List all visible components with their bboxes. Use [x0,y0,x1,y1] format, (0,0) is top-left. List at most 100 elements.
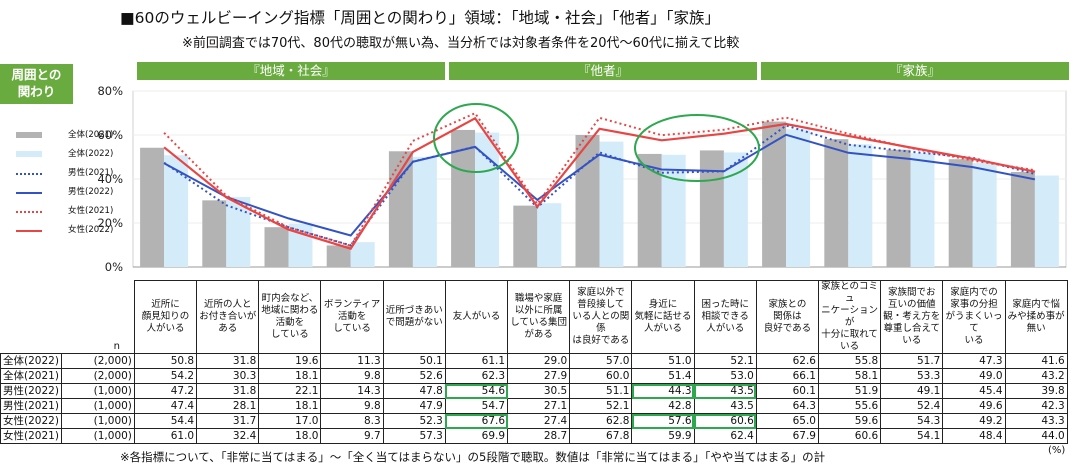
table-cell: 9.8 [320,368,384,384]
table-cell: 19.6 [258,353,322,369]
table-cell: 55.6 [817,398,882,414]
bar-all-2021 [1010,171,1035,267]
bar-all-2021 [824,139,849,267]
table-cell: 29.0 [507,353,571,369]
table-cell: 30.3 [196,368,260,384]
table-cell: 53.0 [693,368,757,384]
table-cell: 9.8 [320,398,384,414]
legend-item: 全体(2022) [8,145,123,164]
legend-label: 全体(2021) [68,130,114,140]
column-header: 家族とのコミュ ニケーションが 十分に取れて いる [817,280,882,354]
bar-all-2022 [350,242,375,267]
table-cell: 31.7 [196,413,260,429]
bar-all-2021 [451,129,476,267]
table-cell: 9.7 [320,428,384,444]
table-cell: 14.3 [320,383,384,399]
table-cell: 45.4 [942,383,1006,399]
legend-item: 全体(2021) [8,126,123,145]
table-cell: 17.0 [258,413,322,429]
table-cell: 57.6 [631,413,695,429]
table-cell: 67.8 [569,428,633,444]
table-cell: 62.3 [444,368,509,384]
chart-legend: 全体(2021) 全体(2022) 男性(2021) 男性(2022) 女性(2021)… [8,126,123,240]
table-cell: 30.5 [507,383,571,399]
table-cell: 47.2 [133,383,198,399]
table-cell: 27.4 [507,413,571,429]
page-title: ■60のウェルビーイング指標「周囲との関わり」領域：「地域・社会」「他者」「家族… [120,9,720,27]
y-tick-label: 80% [97,84,123,98]
column-header: 家庭内での 家事の分担 がうまくいって いる [942,280,1006,354]
column-header: 職場や家庭 以外に所属 している集団 がある [507,280,571,354]
table-cell: 67.9 [755,428,819,444]
table-cell: 11.3 [320,353,384,369]
table-cell: 62.6 [755,353,819,369]
table-cell: 43.3 [1004,413,1068,429]
column-header: 家庭以外で 普段接して いる人との関係 は良好である [569,280,633,354]
bottom-note: ※各指標について、「非常に当てはまる」～「全く当てはまらない」の5段階で聴取。数… [120,450,826,464]
table-row: 全体(2022) (2,000) 50.8 31.8 19.6 11.3 50.1 61.1 2… [0,353,1068,369]
group-header-others: 『他者』 [449,62,757,80]
section-label: 周囲との 関わり [0,64,73,104]
legend-label: 全体(2022) [68,149,114,159]
data-table: n 近所に 顔見知りの 人がいる 近所の人と お付き合いが ある 町内会など、 地域に関わる 活動… [0,280,1068,444]
table-row: 全体(2021) (2,000) 54.2 30.3 18.1 9.8 52.6 62.3 27… [0,368,1068,384]
y-tick-label: 20% [97,216,123,230]
table-cell: 59.9 [631,428,695,444]
column-header: 家族間でお 互いの価値 観・考え方を 尊重し合えて いる [880,280,944,354]
table-cell: 18.1 [258,398,322,414]
row-n: (1,000) [60,383,135,399]
line-female-2022 [163,116,1036,250]
table-cell: 49.0 [942,368,1006,384]
bar-all-2022 [599,141,624,267]
column-header: 町内会など、 地域に関わる 活動を している [258,280,322,354]
group-header-community: 『地域・社会』 [137,62,445,80]
table-cell: 43.2 [1004,368,1068,384]
table-cell: 47.3 [942,353,1006,369]
legend-label: 男性(2022) [68,187,114,197]
table-cell: 27.9 [507,368,571,384]
table-cell: 47.8 [382,383,446,399]
legend-item: 女性(2022) [8,221,123,240]
bar-all-2022 [848,144,873,267]
bar-all-2021 [202,200,227,267]
table-cell: 22.1 [258,383,322,399]
bar-all-2022 [475,132,500,267]
row-n: (1,000) [60,428,135,444]
table-cell: 48.4 [942,428,1006,444]
bar-all-2021 [326,245,351,267]
row-n: (1,000) [60,413,135,429]
bar-all-2021 [699,150,724,267]
top-note: ※前回調査では70代、80代の聴取が無い為、当分析では対象者条件を20代～60代… [182,36,740,51]
table-cell: 42.8 [631,398,695,414]
row-label: 全体(2022) [0,353,62,369]
table-row: 男性(2021) (1,000) 47.4 28.1 18.1 9.8 47.9 54.7 27… [0,398,1068,414]
table-cell: 41.6 [1004,353,1068,369]
bar-all-2021 [762,121,787,267]
y-tick-label: 40% [97,172,123,186]
legend-swatch [16,230,42,232]
table-cell: 67.6 [444,413,509,429]
column-header: 困った時に 相談できる 人がいる [693,280,757,354]
bar-all-2022 [786,129,811,267]
table-cell: 52.3 [382,413,446,429]
legend-swatch [16,192,42,194]
table-cell: 54.6 [444,383,509,399]
table-row: 女性(2022) (1,000) 54.4 31.7 17.0 8.3 52.3 67.6 27… [0,413,1068,429]
legend-swatch [16,211,42,213]
row-n: (1,000) [60,398,135,414]
table-cell: 51.1 [569,383,633,399]
line-male-2021 [163,124,1036,247]
table-cell: 8.3 [320,413,384,429]
table-cell: 28.1 [196,398,260,414]
table-cell: 52.1 [693,353,757,369]
legend-label: 男性(2021) [68,168,114,178]
legend-swatch [16,173,42,175]
column-header: 家族との 関係は 良好である [755,280,819,354]
bar-all-2022 [723,152,748,267]
table-header-row: n 近所に 顔見知りの 人がいる 近所の人と お付き合いが ある 町内会など、 地域に関わる 活動… [1,280,1068,354]
bar-all-2022 [1034,175,1059,267]
table-cell: 64.3 [755,398,819,414]
table-cell: 54.2 [133,368,198,384]
bar-all-2021 [948,159,973,267]
y-tick-label: 0% [105,260,123,274]
